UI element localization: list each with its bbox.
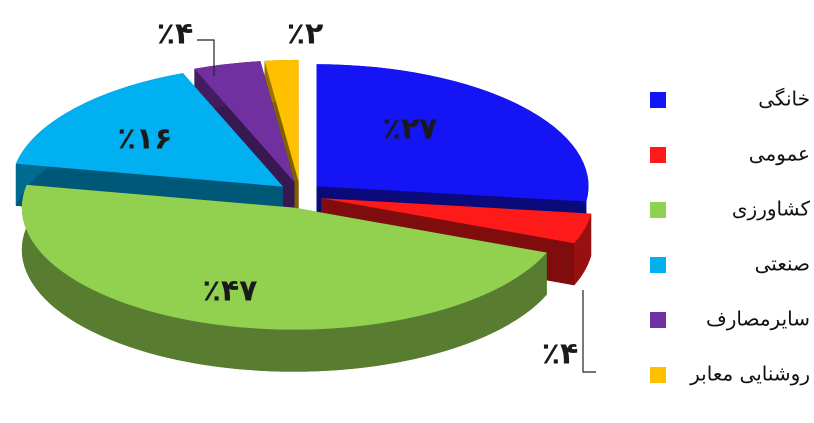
- legend-swatch: [650, 202, 666, 218]
- legend-swatch: [650, 92, 666, 108]
- pie: [15, 59, 592, 372]
- data-label: ٪۴۷: [203, 274, 258, 309]
- data-label: ٪۲۷: [383, 112, 438, 147]
- legend-swatch: [650, 147, 666, 163]
- slice: [21, 184, 547, 330]
- legend: خانگی عمومی کشاورزی صنعتی سایرمصارف روشنایی م…: [650, 87, 810, 386]
- legend-label: عمومی: [749, 142, 810, 166]
- legend-swatch: [650, 367, 666, 383]
- data-label: ٪۴: [157, 17, 194, 52]
- legend-label: روشنایی معابر: [689, 362, 810, 386]
- data-label: ٪۲: [287, 17, 324, 52]
- slice: [316, 64, 589, 202]
- leader-line: [197, 39, 215, 76]
- data-label: ٪۴: [542, 337, 579, 372]
- legend-label: سایرمصارف: [706, 307, 810, 331]
- slice: [194, 61, 295, 183]
- legend-label: خانگی: [758, 87, 810, 111]
- slice: [264, 59, 299, 182]
- slice-side: [574, 213, 592, 286]
- legend-swatch: [650, 257, 666, 273]
- leader-line: [582, 290, 596, 373]
- legend-label: صنعتی: [755, 252, 810, 276]
- slice: [15, 73, 284, 187]
- data-label: ٪۱۶: [118, 122, 173, 157]
- legend-label: کشاورزی: [732, 197, 811, 221]
- slice-side: [21, 184, 547, 372]
- legend-swatch: [650, 312, 666, 328]
- slice: [321, 198, 592, 244]
- labels: ٪۲۷ ٪۴ ٪۴۷ ٪۱۶ ٪۴ ٪۲: [118, 17, 579, 372]
